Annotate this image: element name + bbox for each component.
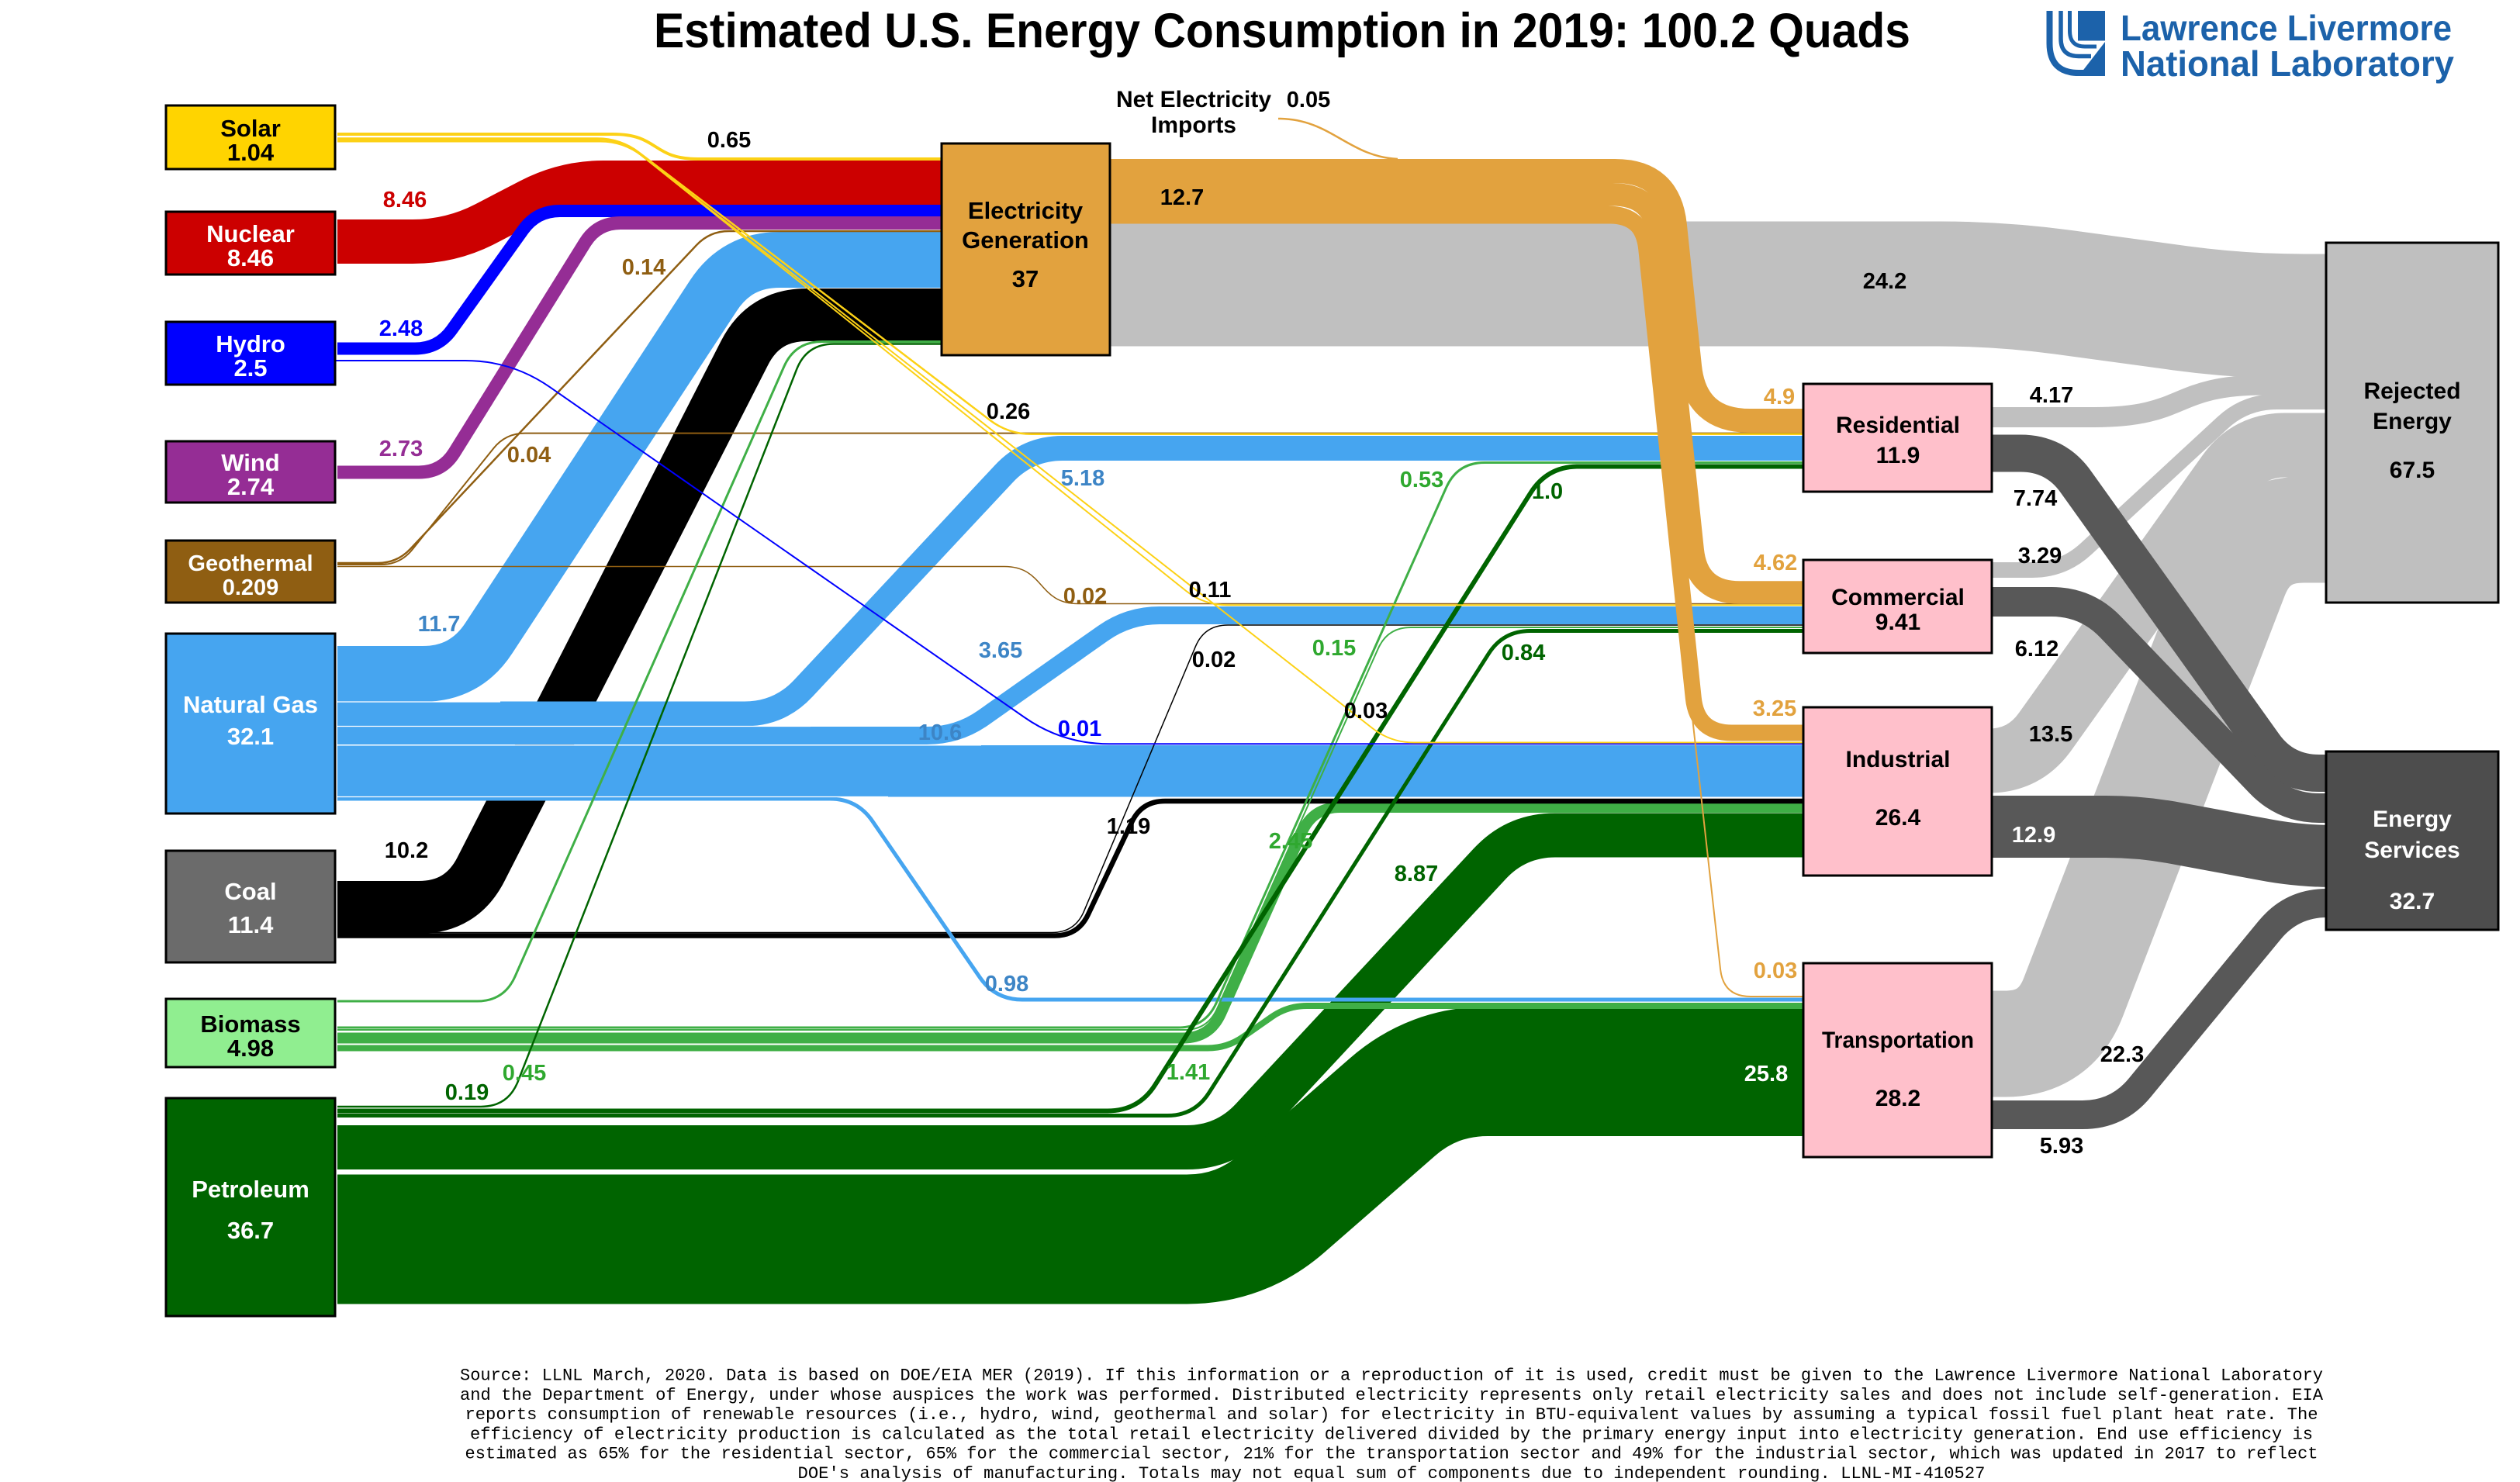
svg-text:4.9: 4.9	[1764, 385, 1795, 409]
svg-text:Coal: Coal	[224, 878, 276, 905]
svg-text:7.74: 7.74	[2014, 486, 2057, 511]
svg-text:Energy: Energy	[2373, 807, 2452, 832]
svg-text:22.3: 22.3	[2100, 1042, 2144, 1067]
svg-text:0.01: 0.01	[1058, 717, 1101, 741]
svg-text:3.65: 3.65	[979, 638, 1022, 663]
svg-text:36.7: 36.7	[227, 1217, 274, 1244]
svg-text:5.93: 5.93	[2040, 1134, 2083, 1159]
svg-text:0.209: 0.209	[223, 575, 279, 600]
svg-text:67.5: 67.5	[2390, 458, 2435, 483]
svg-text:estimated as 65% for the resid: estimated as 65% for the residential sec…	[465, 1445, 2318, 1464]
svg-text:0.03: 0.03	[1344, 699, 1388, 724]
svg-text:6.12: 6.12	[2015, 637, 2059, 662]
svg-text:11.4: 11.4	[228, 911, 274, 938]
svg-text:4.62: 4.62	[1754, 551, 1797, 575]
svg-text:Hydro: Hydro	[216, 330, 285, 358]
svg-text:12.9: 12.9	[2012, 823, 2055, 848]
svg-text:National Laboratory: National Laboratory	[2121, 43, 2454, 84]
svg-text:0.65: 0.65	[707, 128, 751, 153]
svg-text:11.7: 11.7	[418, 612, 461, 637]
svg-text:4.98: 4.98	[227, 1035, 274, 1062]
svg-text:26.4: 26.4	[1875, 805, 1921, 831]
svg-text:Net Electricity: Net Electricity	[1116, 87, 1271, 112]
svg-text:12.7: 12.7	[1160, 185, 1204, 210]
svg-text:0.98: 0.98	[985, 972, 1028, 997]
svg-text:3.29: 3.29	[2018, 544, 2062, 568]
svg-text:0.14: 0.14	[622, 255, 665, 280]
svg-text:0.03: 0.03	[1754, 959, 1797, 983]
svg-text:Estimated U.S. Energy Consumpt: Estimated U.S. Energy Consumption in 201…	[654, 4, 1910, 58]
svg-text:13.5: 13.5	[2029, 722, 2072, 747]
svg-text:2.45: 2.45	[1269, 829, 1312, 854]
svg-text:3.25: 3.25	[1753, 696, 1796, 721]
svg-text:Solar: Solar	[220, 115, 281, 142]
svg-text:5.18: 5.18	[1061, 466, 1104, 491]
svg-text:0.05: 0.05	[1287, 88, 1330, 112]
svg-text:8.87: 8.87	[1395, 862, 1438, 886]
svg-text:0.11: 0.11	[1189, 578, 1232, 603]
svg-text:Electricity: Electricity	[968, 197, 1084, 224]
svg-text:Natural Gas: Natural Gas	[183, 691, 318, 718]
svg-text:DOE's analysis of manufacturin: DOE's analysis of manufacturing. Totals …	[798, 1464, 1986, 1482]
svg-text:25.8: 25.8	[1744, 1062, 1788, 1086]
svg-text:reports consumption of renewab: reports consumption of renewable resourc…	[465, 1405, 2318, 1425]
svg-text:0.15: 0.15	[1312, 636, 1356, 661]
svg-text:Residential: Residential	[1836, 413, 1960, 438]
svg-text:2.74: 2.74	[227, 473, 275, 500]
svg-text:0.02: 0.02	[1063, 584, 1107, 609]
svg-text:32.1: 32.1	[227, 723, 274, 750]
svg-text:Commercial: Commercial	[1831, 585, 1965, 610]
svg-text:0.45: 0.45	[503, 1061, 546, 1086]
svg-text:1.04: 1.04	[227, 139, 275, 166]
svg-text:0.53: 0.53	[1400, 468, 1443, 492]
svg-text:0.84: 0.84	[1502, 641, 1545, 665]
svg-text:8.46: 8.46	[227, 244, 274, 271]
svg-text:and the Department of Energy,: and the Department of Energy, under whos…	[460, 1386, 2324, 1405]
svg-text:Generation: Generation	[962, 226, 1089, 254]
svg-text:Source: LLNL March, 2020. Data: Source: LLNL March, 2020. Data is based …	[460, 1366, 2323, 1386]
svg-text:Transportation: Transportation	[1822, 1028, 1974, 1053]
svg-text:24.2: 24.2	[1863, 269, 1906, 294]
svg-text:Industrial: Industrial	[1845, 747, 1950, 772]
svg-text:1.41: 1.41	[1167, 1060, 1210, 1085]
svg-text:0.26: 0.26	[987, 399, 1030, 424]
svg-text:Imports: Imports	[1151, 112, 1236, 138]
svg-text:0.04: 0.04	[507, 443, 551, 468]
svg-text:10.6: 10.6	[918, 720, 962, 745]
svg-text:4.17: 4.17	[2030, 383, 2073, 408]
svg-text:Geothermal: Geothermal	[188, 551, 313, 576]
svg-text:efficiency of electricity prod: efficiency of electricity production is …	[470, 1425, 2313, 1444]
svg-text:Services: Services	[2364, 838, 2460, 863]
svg-text:32.7: 32.7	[2390, 889, 2435, 914]
svg-text:Energy: Energy	[2373, 409, 2452, 434]
svg-text:1.19: 1.19	[1107, 814, 1150, 839]
svg-text:Lawrence Livermore: Lawrence Livermore	[2121, 8, 2452, 48]
svg-text:1.0: 1.0	[1532, 479, 1563, 504]
svg-text:2.5: 2.5	[233, 354, 267, 382]
svg-text:Nuclear: Nuclear	[206, 220, 295, 247]
svg-text:Rejected: Rejected	[2363, 378, 2460, 404]
svg-text:Wind: Wind	[221, 449, 279, 476]
svg-text:2.48: 2.48	[379, 316, 423, 341]
svg-text:Petroleum: Petroleum	[192, 1176, 309, 1203]
svg-text:8.46: 8.46	[383, 188, 427, 212]
svg-text:28.2: 28.2	[1875, 1086, 1920, 1111]
svg-text:11.9: 11.9	[1876, 443, 1920, 468]
svg-text:37: 37	[1012, 265, 1039, 292]
svg-text:0.02: 0.02	[1192, 648, 1236, 672]
svg-text:10.2: 10.2	[385, 838, 428, 863]
svg-text:9.41: 9.41	[1875, 610, 1920, 635]
svg-text:2.73: 2.73	[379, 437, 423, 461]
svg-text:Biomass: Biomass	[200, 1010, 300, 1038]
svg-text:0.19: 0.19	[445, 1080, 489, 1105]
